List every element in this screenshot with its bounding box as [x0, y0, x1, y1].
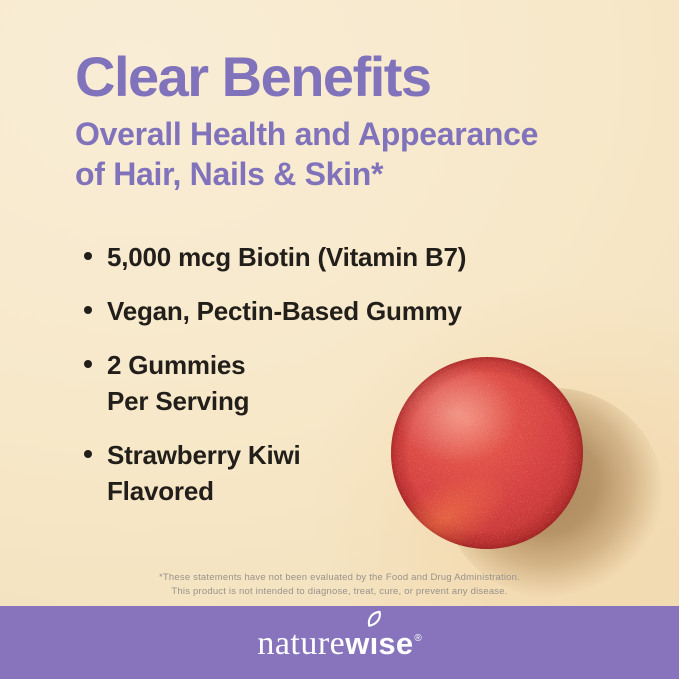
headline-block: Clear Benefits Overall Health and Appear… — [75, 45, 539, 194]
bullet-dot-icon — [84, 252, 92, 260]
list-item: Strawberry Kiwi Flavored — [84, 437, 564, 509]
benefit-text: 5,000 mcg Biotin (Vitamin B7) — [107, 242, 467, 272]
footer-bar: nature wı se ® — [0, 606, 679, 679]
leaf-icon — [367, 610, 381, 627]
benefits-list: 5,000 mcg Biotin (Vitamin B7) Vegan, Pec… — [84, 239, 564, 527]
logo-wise-text: wı se — [345, 610, 413, 662]
page-subtitle: Overall Health and Appearance of Hair, N… — [75, 115, 539, 192]
list-item: 5,000 mcg Biotin (Vitamin B7) — [84, 239, 564, 275]
list-item: 2 Gummies Per Serving — [84, 347, 564, 419]
bullet-dot-icon — [84, 450, 92, 458]
logo-nature-text: nature — [257, 624, 346, 662]
bullet-dot-icon — [84, 360, 92, 368]
naturewise-logo: nature wı se ® — [257, 610, 422, 663]
registered-mark: ® — [414, 632, 422, 644]
benefit-text: Vegan, Pectin-Based Gummy — [107, 296, 462, 326]
list-item: Vegan, Pectin-Based Gummy — [84, 293, 564, 329]
benefit-text: Strawberry Kiwi Flavored — [107, 440, 301, 506]
benefit-text: 2 Gummies Per Serving — [107, 350, 250, 416]
page-title: Clear Benefits — [75, 45, 432, 108]
bullet-dot-icon — [84, 306, 92, 314]
fda-disclaimer: *These statements have not been evaluate… — [159, 572, 520, 597]
gummy-photo — [391, 357, 663, 598]
